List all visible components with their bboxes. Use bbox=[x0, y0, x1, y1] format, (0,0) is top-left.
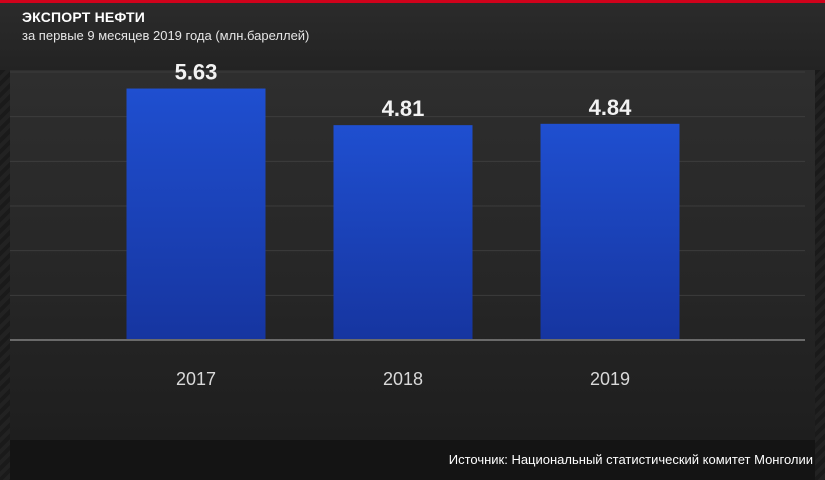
bar-2019 bbox=[540, 123, 680, 341]
x-tick-label: 2018 bbox=[383, 369, 423, 389]
bar-2018 bbox=[333, 125, 473, 340]
bar-value-label: 5.63 bbox=[175, 60, 218, 85]
chart-title: ЭКСПОРТ НЕФТИ bbox=[22, 9, 146, 25]
right-border-pattern bbox=[815, 70, 825, 480]
labels: 5.63 2017 4.81 2018 4.84 2019 bbox=[175, 60, 633, 389]
top-accent-bar bbox=[0, 0, 825, 3]
chart-subtitle: за первые 9 месяцев 2019 года (млн.барел… bbox=[22, 28, 310, 43]
left-border-pattern bbox=[0, 70, 10, 480]
bar-2017 bbox=[126, 88, 266, 340]
bars bbox=[126, 88, 680, 341]
chart-header: ЭКСПОРТ НЕФТИ за первые 9 месяцев 2019 г… bbox=[0, 3, 825, 70]
x-tick-label: 2017 bbox=[176, 369, 216, 389]
x-tick-label: 2019 bbox=[590, 369, 630, 389]
bar-value-label: 4.84 bbox=[589, 95, 633, 120]
source-note: Источник: Национальный статистический ко… bbox=[448, 452, 813, 467]
bar-value-label: 4.81 bbox=[382, 96, 425, 121]
